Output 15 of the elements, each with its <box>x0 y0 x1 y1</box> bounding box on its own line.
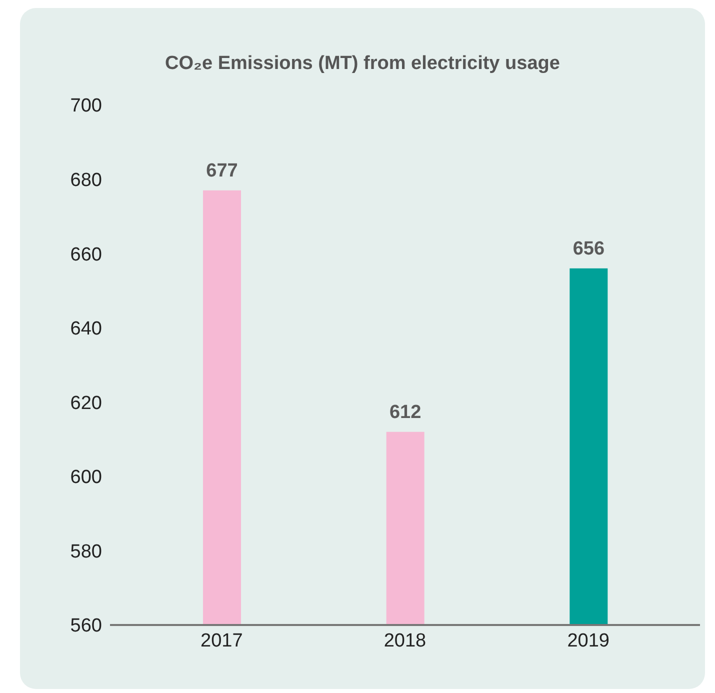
y-tick-label: 560 <box>70 616 102 637</box>
data-label: 677 <box>206 160 238 182</box>
y-tick-label: 620 <box>70 392 102 414</box>
y-tick-label: 680 <box>70 170 102 192</box>
y-tick-label: 580 <box>70 541 102 562</box>
y-tick-label: 600 <box>70 467 102 488</box>
y-tick-label: 640 <box>70 318 102 340</box>
x-tick-label: 2018 <box>384 630 426 652</box>
chart-title: CO₂e Emissions (MT) from electricity usage <box>164 53 561 75</box>
data-label: 656 <box>572 238 605 260</box>
data-label: 612 <box>389 402 422 423</box>
x-tick-label: 2019 <box>567 630 610 652</box>
y-tick-label: 700 <box>70 96 102 117</box>
y-tick-label: 660 <box>70 244 102 266</box>
x-tick-label: 2017 <box>200 630 243 652</box>
